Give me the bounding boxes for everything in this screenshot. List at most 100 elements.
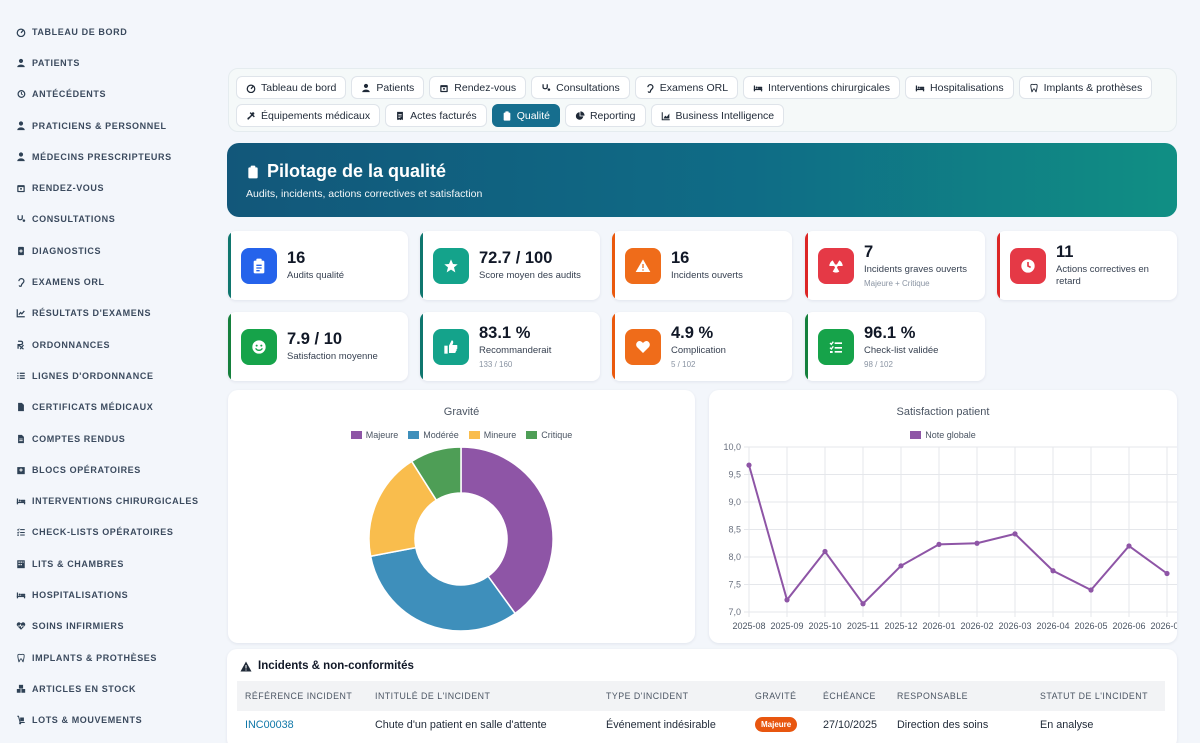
data-point[interactable]	[974, 540, 980, 546]
sidebar-item[interactable]: HOSPITALISATIONS	[0, 579, 210, 610]
column-header[interactable]: Gravité	[755, 691, 797, 701]
sidebar-item[interactable]: SOINS INFIRMIERS	[0, 611, 210, 642]
tab[interactable]: Équipements médicaux	[236, 104, 381, 127]
sidebar-item[interactable]: ARTICLES EN STOCK	[0, 673, 210, 704]
bed-icon	[915, 85, 925, 91]
data-point[interactable]	[936, 541, 942, 547]
kpi-value: 7	[864, 242, 874, 261]
kpi-label: Incidents graves ouverts	[864, 263, 967, 275]
tools-icon	[247, 111, 255, 120]
kpi-icon-badge	[1010, 248, 1046, 284]
legend-swatch	[526, 431, 538, 439]
warning-icon	[240, 661, 252, 671]
incident-reference-link[interactable]: INC00038	[245, 719, 294, 731]
legend-label: Note globale	[925, 430, 976, 440]
kpi-value: 11	[1056, 242, 1074, 261]
tab[interactable]: Hospitalisations	[905, 76, 1014, 99]
data-point[interactable]	[1050, 568, 1056, 574]
legend-item[interactable]: Modérée	[408, 430, 459, 440]
sidebar-item[interactable]: RENDEZ-VOUS	[0, 172, 210, 203]
sidebar-item[interactable]: INTERVENTIONS CHIRURGICALES	[0, 485, 210, 516]
sidebar-item[interactable]: PATIENTS	[0, 47, 210, 78]
donut-slice-critique[interactable]	[410, 446, 462, 502]
tab[interactable]: Interventions chirurgicales	[743, 76, 901, 99]
kpi-icon-badge	[433, 329, 469, 365]
legend-swatch	[910, 431, 922, 439]
column-header[interactable]: Intitulé de l'incident	[375, 691, 491, 701]
tab-label: Reporting	[589, 109, 636, 122]
data-point[interactable]	[898, 563, 904, 569]
legend-item[interactable]: Majeure	[350, 430, 399, 440]
boxes-icon	[16, 684, 26, 693]
tab[interactable]: Tableau de bord	[236, 76, 347, 99]
warning-icon	[635, 259, 651, 272]
hospital-icon	[16, 465, 26, 475]
data-point[interactable]	[1088, 587, 1094, 593]
tab-label: Consultations	[556, 81, 620, 94]
tab[interactable]: Patients	[351, 76, 425, 99]
sidebar-item[interactable]: LOTS & MOUVEMENTS	[0, 705, 210, 736]
sidebar-item[interactable]: CONSULTATIONS	[0, 204, 210, 235]
table-row[interactable]: INC00038 Chute d'un patient en salle d'at…	[237, 711, 1165, 739]
sidebar-item[interactable]: RÉSULTATS D'EXAMENS	[0, 298, 210, 329]
sidebar-item[interactable]: COMPTES RENDUS	[0, 423, 210, 454]
kpi-value: 7.9 / 10	[287, 329, 343, 348]
legend-item[interactable]: Note globale	[910, 430, 976, 440]
sidebar-item[interactable]: TABLEAU DE BORD	[0, 16, 210, 47]
sidebar-item[interactable]: MÉDECINS PRESCRIPTEURS	[0, 141, 210, 172]
legend-item[interactable]: Mineure	[468, 430, 516, 440]
kpi-card: 16 Incidents ouverts	[612, 231, 792, 300]
column-header[interactable]: Responsable	[897, 691, 969, 701]
gravity-chart-card: Gravité Majeure Modérée Mineure Critique	[228, 390, 695, 643]
sidebar-item[interactable]: CERTIFICATS MÉDICAUX	[0, 392, 210, 423]
tab[interactable]: Rendez-vous	[429, 76, 527, 99]
sidebar-item-label: BLOCS OPÉRATOIRES	[32, 464, 141, 475]
calendar-icon	[440, 84, 449, 92]
kpi-subtext: 5 / 102	[671, 360, 696, 370]
table-cell: Direction des soins	[897, 719, 989, 731]
sidebar-item-label: PATIENTS	[32, 57, 80, 68]
user-icon	[16, 58, 26, 68]
legend-label: Majeure	[365, 430, 399, 440]
column-header[interactable]: Référence incident	[245, 691, 353, 701]
x-tick-label: 2026-03	[998, 621, 1031, 631]
column-header[interactable]: Type d'incident	[606, 691, 689, 701]
data-point[interactable]	[822, 548, 828, 555]
sidebar-item[interactable]: IMPLANTS & PROTHÈSES	[0, 642, 210, 673]
kpi-text: 7 Incidents graves ouverts Majeure + Criti…	[864, 231, 977, 300]
column-header[interactable]: Statut de l'incident	[1040, 691, 1148, 701]
donut-slice-modérée[interactable]	[369, 546, 517, 632]
data-point[interactable]	[1164, 570, 1170, 577]
tab[interactable]: Implants & prothèses	[1018, 76, 1153, 99]
sidebar-item[interactable]: LIGNES D'ORDONNANCE	[0, 360, 210, 391]
data-point[interactable]	[784, 597, 790, 603]
sidebar-item[interactable]: CHECK-LISTS OPÉRATOIRES	[0, 517, 210, 548]
sidebar-item[interactable]: DIAGNOSTICS	[0, 235, 210, 266]
donut-slice-majeure[interactable]	[460, 446, 554, 615]
kpi-card: 7 Incidents graves ouverts Majeure + Criti…	[805, 231, 985, 300]
tab[interactable]: Business Intelligence	[650, 104, 785, 127]
tab[interactable]: Consultations	[531, 76, 630, 99]
tab[interactable]: Actes facturés	[385, 104, 487, 127]
data-point[interactable]	[746, 462, 752, 468]
column-header[interactable]: Échéance	[823, 691, 876, 701]
y-tick-label: 8,0	[728, 552, 741, 562]
data-point[interactable]	[860, 601, 866, 607]
tab-label: Implants & prothèses	[1043, 81, 1143, 94]
sidebar-item[interactable]: PRATICIENS & PERSONNEL	[0, 110, 210, 141]
kpi-text: 96.1 % Check-list validée 98 / 102	[864, 312, 977, 381]
data-point[interactable]	[1126, 543, 1132, 549]
tab-label: Business Intelligence	[675, 109, 775, 122]
sidebar-item[interactable]: EXAMENS ORL	[0, 266, 210, 297]
legend-item[interactable]: Critique	[526, 430, 572, 440]
sidebar-item[interactable]: BLOCS OPÉRATOIRES	[0, 454, 210, 485]
sidebar-item[interactable]: LITS & CHAMBRES	[0, 548, 210, 579]
user-icon	[362, 83, 371, 92]
sidebar-item[interactable]: ORDONNANCES	[0, 329, 210, 360]
tab[interactable]: Reporting	[564, 104, 646, 127]
data-point[interactable]	[1012, 531, 1018, 537]
tab[interactable]: Examens ORL	[634, 76, 739, 99]
tab[interactable]: Qualité	[491, 104, 560, 127]
sidebar-item[interactable]: ÉQUIPEMENTS MÉDICAUX	[0, 736, 210, 743]
sidebar-item[interactable]: ANTÉCÉDENTS	[0, 79, 210, 110]
